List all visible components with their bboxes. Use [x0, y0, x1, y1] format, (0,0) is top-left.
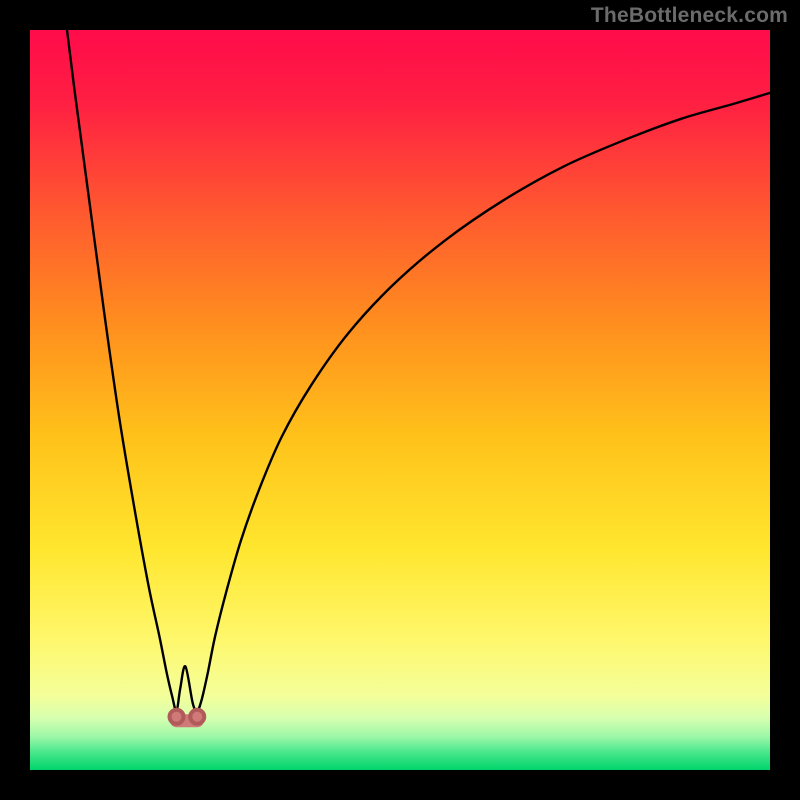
marker-dot-right [190, 710, 204, 724]
marker-dot-left [170, 710, 184, 724]
plot-area [30, 30, 770, 770]
curve-layer [30, 30, 770, 770]
bottleneck-curve [67, 30, 770, 711]
watermark-label: TheBottleneck.com [591, 4, 788, 28]
chart-frame: TheBottleneck.com [0, 0, 800, 800]
